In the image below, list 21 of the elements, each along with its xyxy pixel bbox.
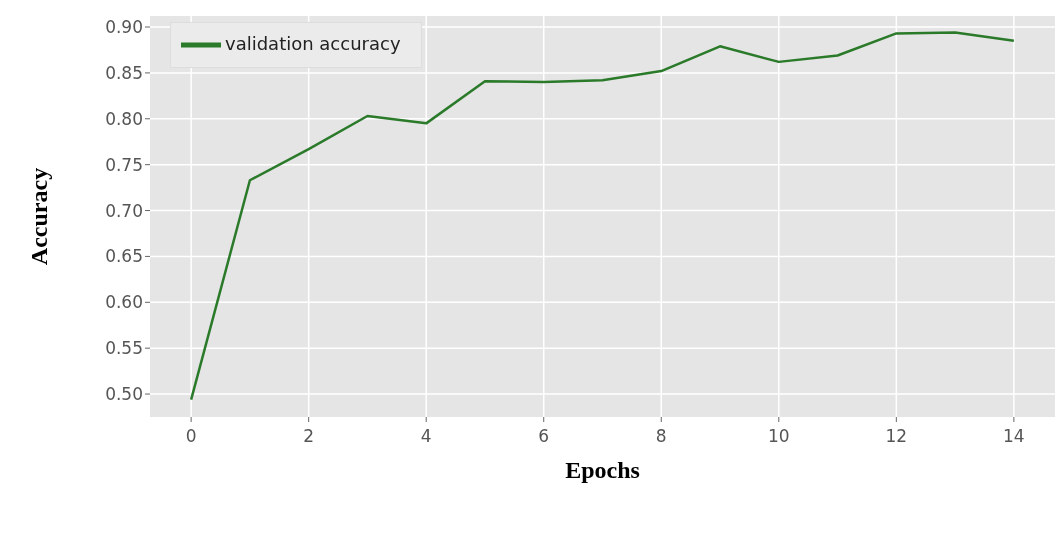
y-tick-label: 0.90 bbox=[105, 17, 143, 38]
y-tick-label: 0.70 bbox=[105, 200, 143, 221]
y-tick-label: 0.80 bbox=[105, 108, 143, 129]
x-tick-label: 6 bbox=[538, 426, 550, 446]
x-tick-label: 2 bbox=[303, 426, 315, 446]
x-tick-label: 12 bbox=[885, 426, 908, 446]
x-tick-label: 0 bbox=[185, 426, 197, 446]
x-tick-label: 4 bbox=[420, 426, 432, 446]
legend-label: validation accuracy bbox=[225, 33, 401, 54]
line-series bbox=[189, 31, 1016, 401]
y-axis-title: Accuracy bbox=[25, 167, 52, 266]
y-tick-label: 0.85 bbox=[105, 62, 143, 83]
x-axis-title: Epochs bbox=[565, 457, 640, 484]
y-tick-label: 0.75 bbox=[105, 154, 143, 175]
x-tick-label: 8 bbox=[655, 426, 667, 446]
y-tick-label: 0.55 bbox=[105, 338, 143, 359]
y-tick-label: 0.50 bbox=[105, 384, 143, 405]
x-tick-label: 10 bbox=[767, 426, 790, 446]
y-tick-label: 0.60 bbox=[105, 292, 143, 313]
y-tick-label: 0.65 bbox=[105, 246, 143, 267]
x-tick-label: 14 bbox=[1003, 426, 1025, 446]
